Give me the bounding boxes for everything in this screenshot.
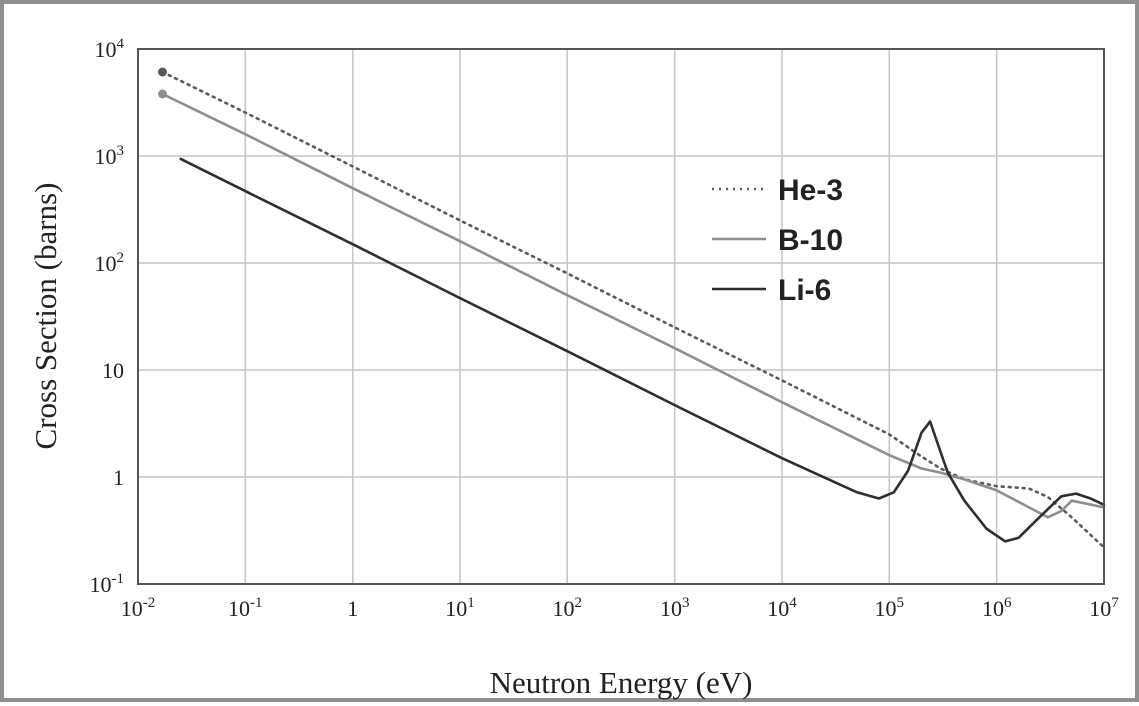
x-tick-label-3: 101 [445,595,475,621]
y-tick-label-0: 10-1 [90,571,125,597]
series-line-li-6 [179,157,1106,543]
y-tick-label-1: 1 [113,465,124,490]
legend-label-he-3: He-3 [778,174,843,207]
series-line-he-3 [161,70,1106,549]
x-tick-label-7: 105 [875,595,905,621]
series-layer [158,67,1106,549]
x-tick-label-1: 10-1 [228,595,262,621]
x-tick-label-5: 103 [660,595,690,621]
y-tick-label-4: 103 [95,143,125,169]
x-tick-label-9: 107 [1089,595,1119,621]
x-tick-label-4: 102 [553,595,583,621]
plot-border [137,48,1105,585]
series-line-b-10 [161,92,1106,519]
y-axis-title: Cross Section (barns) [28,183,63,450]
plot-background [138,49,1104,584]
x-tick-label-8: 106 [982,595,1012,621]
legend: He-3 B-10 Li-6 [712,174,843,307]
legend-label-b-10: B-10 [778,224,843,257]
series-marker-he-3 [158,67,167,77]
x-tick-label-2: 1 [347,596,358,621]
series-marker-b-10 [158,89,167,99]
y-tick-labels: 10-1 1 10 102 103 104 [90,36,125,597]
y-tick-label-2: 10 [102,358,124,383]
x-tick-label-6: 104 [767,595,797,621]
x-tick-label-0: 10-2 [121,595,156,621]
y-tick-label-5: 104 [95,36,125,62]
x-axis-title: Neutron Energy (eV) [490,665,753,700]
cross-section-chart: 10-2 10-1 1 101 102 103 104 105 106 107 10-111010… [28,36,1120,700]
y-tick-label-3: 102 [95,250,125,276]
legend-label-li-6: Li-6 [778,274,831,307]
x-tick-labels: 10-2 10-1 1 101 102 103 104 105 106 107 [121,595,1120,621]
